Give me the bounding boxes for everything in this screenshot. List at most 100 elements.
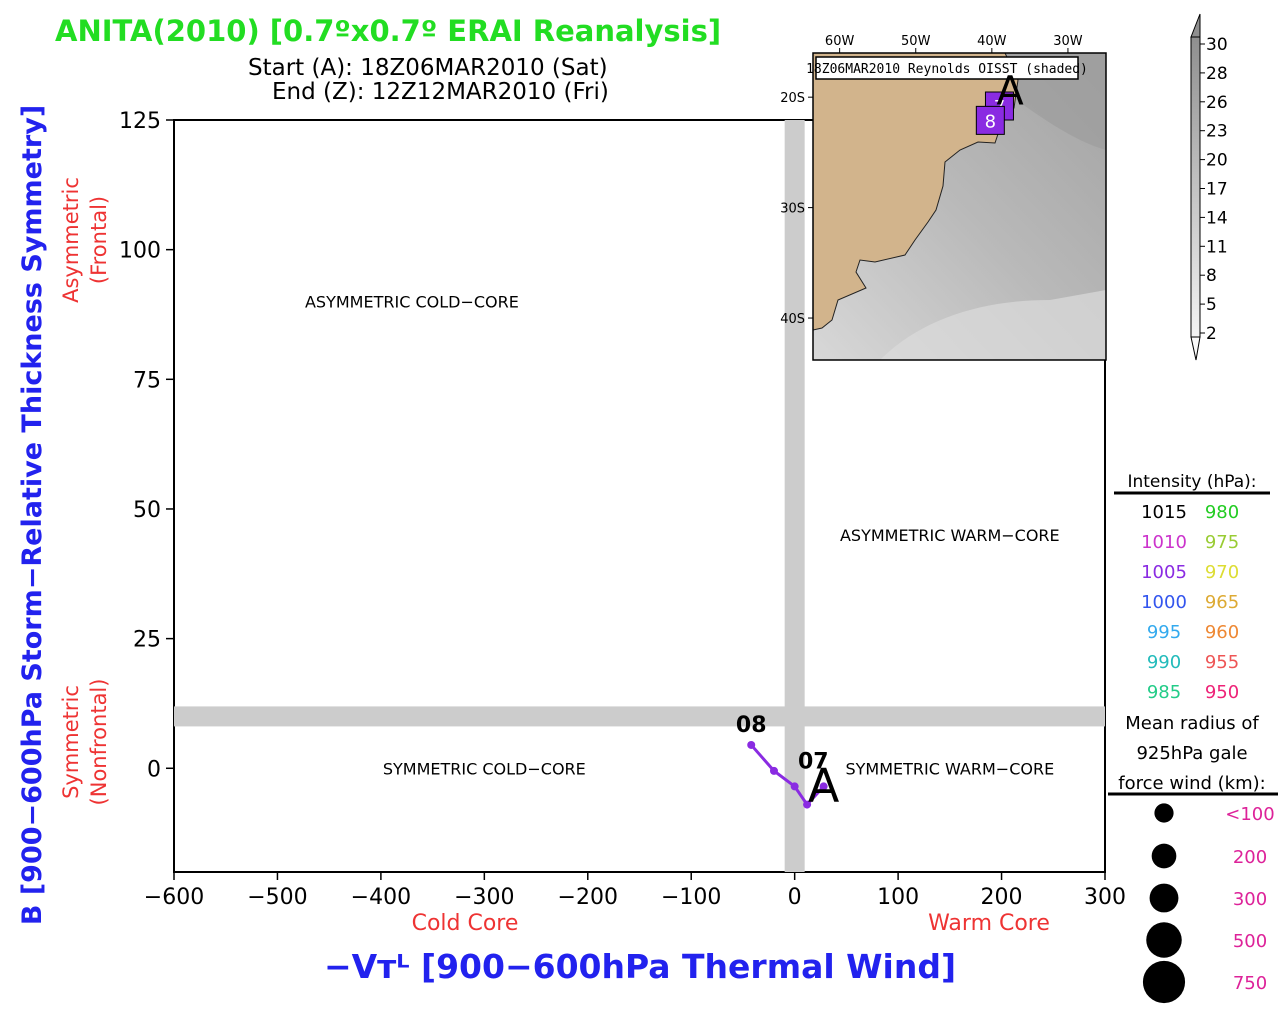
x-tick-label: −100 — [661, 885, 721, 910]
radius-legend-label: <100 — [1225, 804, 1274, 825]
radius-legend-label: 200 — [1233, 847, 1267, 868]
x-tick-label: −500 — [247, 885, 307, 910]
colorbar-labels: 30 28 26 23 20 17 14 11 8 5 2 — [1200, 35, 1228, 344]
inset-lat-label: 30S — [780, 202, 805, 217]
intensity-legend-title: Intensity (hPa): — [1127, 472, 1256, 492]
radius-legend-title: Mean radius of 925hPa gale force wind (km)… — [1118, 713, 1265, 794]
x-sub-cold-core: Cold Core — [412, 911, 519, 936]
y-sub-frontal: (Frontal) — [87, 196, 111, 284]
intensity-item: 1000 — [1141, 592, 1187, 613]
radius-legend-label: 300 — [1233, 889, 1267, 910]
y-tick-label: 125 — [119, 109, 161, 134]
end-time: End (Z): 12Z12MAR2010 (Fri) — [272, 79, 609, 105]
inset-latitude-labels: 20S 30S 40S — [780, 91, 813, 327]
storm-track: A07 08 — [736, 713, 840, 812]
track-day-label: 07 — [798, 749, 829, 774]
colorbar-label: 30 — [1206, 35, 1228, 55]
x-ticks: −600 −500 −400 −300 −200 −100 0 100 200 300 — [144, 872, 1126, 910]
y-sub-symmetric: Symmetric — [59, 685, 83, 799]
x-tick-label: −400 — [351, 885, 411, 910]
inset-lon-label: 30W — [1053, 34, 1083, 49]
y-tick-label: 100 — [119, 239, 161, 264]
quadrant-asymmetric-cold-core: ASYMMETRIC COLD−CORE — [305, 293, 519, 312]
intensity-item: 990 — [1147, 652, 1181, 673]
x-tick-label: 0 — [788, 885, 802, 910]
x-tick-label: 300 — [1084, 885, 1126, 910]
inset-title-box — [815, 56, 1079, 80]
x-tick-label: 200 — [981, 885, 1023, 910]
track-point — [819, 782, 828, 791]
inset-track-box — [975, 105, 1005, 135]
track-point — [747, 740, 756, 749]
intensity-items: 1015 980 1010 975 1005 970 1000 965 995 960 990 955… — [1141, 502, 1239, 703]
inset-frame — [812, 52, 1107, 361]
radius-legend-dot — [1146, 922, 1182, 958]
quadrant-asymmetric-warm-core: ASYMMETRIC WARM−CORE — [840, 526, 1060, 545]
intensity-item: 995 — [1147, 622, 1181, 643]
track-day-label: 08 — [736, 713, 767, 738]
vertical-divider — [784, 120, 805, 872]
inset-lon-label: 40W — [977, 34, 1007, 49]
chart-title: ANITA(2010) [0.7ºx0.7º ERAI Reanalysis] — [55, 14, 721, 48]
colorbar — [1190, 36, 1201, 338]
quadrant-symmetric-cold-core: SYMMETRIC COLD−CORE — [383, 759, 586, 778]
intensity-item: 985 — [1147, 682, 1181, 703]
inset-lon-label: 50W — [901, 34, 931, 49]
inset-lat-label: 40S — [780, 312, 805, 327]
radius-legend-label: 750 — [1233, 973, 1267, 994]
inset-track: 78A — [975, 69, 1024, 135]
colorbar-label: 14 — [1206, 208, 1228, 228]
y-ticks: 0 25 50 75 100 125 — [119, 109, 174, 782]
radius-legend-dot — [1151, 843, 1177, 869]
y-sub-nonfrontal: (Nonfrontal) — [87, 679, 111, 806]
inset-lat-label: 20S — [780, 91, 805, 106]
intensity-item: 950 — [1205, 682, 1239, 703]
x-tick-label: −300 — [454, 885, 514, 910]
horizontal-divider — [174, 706, 1105, 727]
intensity-item: 975 — [1205, 532, 1239, 553]
track-point — [790, 782, 799, 791]
radius-legend-label: 500 — [1233, 931, 1267, 952]
colorbar-label: 8 — [1206, 266, 1217, 286]
colorbar-label: 28 — [1206, 64, 1228, 84]
colorbar-label: 11 — [1206, 237, 1228, 257]
colorbar-label: 23 — [1206, 122, 1228, 142]
inset-track-day: 8 — [985, 111, 996, 132]
colorbar-bottom-arrow — [1190, 336, 1201, 361]
colorbar-label: 2 — [1206, 324, 1217, 344]
radius-legend-dot — [1142, 960, 1186, 1004]
inset-title: 18Z06MAR2010 Reynolds OISST (shaded) — [806, 62, 1088, 77]
y-tick-label: 75 — [133, 368, 161, 393]
y-tick-label: 0 — [147, 757, 161, 782]
track-point — [803, 800, 812, 809]
sst-inset-map: 18Z06MAR2010 Reynolds OISST (shaded) 60W… — [780, 13, 1228, 361]
radius-legend-title-line: Mean radius of — [1125, 713, 1259, 734]
intensity-item: 1005 — [1141, 562, 1187, 583]
inset-lon-label: 60W — [825, 34, 855, 49]
quadrant-symmetric-warm-core: SYMMETRIC WARM−CORE — [845, 759, 1054, 778]
x-axis-label: −Vᴛᴸ [900−600hPa Thermal Wind] — [324, 947, 956, 986]
y-axis-label: B [900−600hPa Storm−Relative Thickness S… — [17, 105, 48, 925]
intensity-item: 1015 — [1141, 502, 1187, 523]
intensity-item: 1010 — [1141, 532, 1187, 553]
x-tick-label: 100 — [877, 885, 919, 910]
x-sub-warm-core: Warm Core — [928, 911, 1050, 936]
radius-legend-title-line: 925hPa gale — [1136, 743, 1247, 764]
intensity-item: 960 — [1205, 622, 1239, 643]
colorbar-top-arrow — [1190, 13, 1201, 38]
colorbar-label: 17 — [1206, 180, 1228, 200]
track-start-marker: A — [808, 758, 840, 812]
intensity-item: 970 — [1205, 562, 1239, 583]
x-tick-label: −200 — [558, 885, 618, 910]
intensity-item: 965 — [1205, 592, 1239, 613]
start-time: Start (A): 18Z06MAR2010 (Sat) — [248, 55, 608, 81]
radius-legend-title-line: force wind (km): — [1118, 773, 1265, 794]
intensity-item: 980 — [1205, 502, 1239, 523]
y-tick-label: 50 — [133, 498, 161, 523]
inset-longitude-labels: 60W 50W 40W 30W — [825, 34, 1083, 53]
radius-legend-dot — [1154, 803, 1174, 823]
intensity-item: 955 — [1205, 652, 1239, 673]
track-point — [769, 766, 778, 775]
